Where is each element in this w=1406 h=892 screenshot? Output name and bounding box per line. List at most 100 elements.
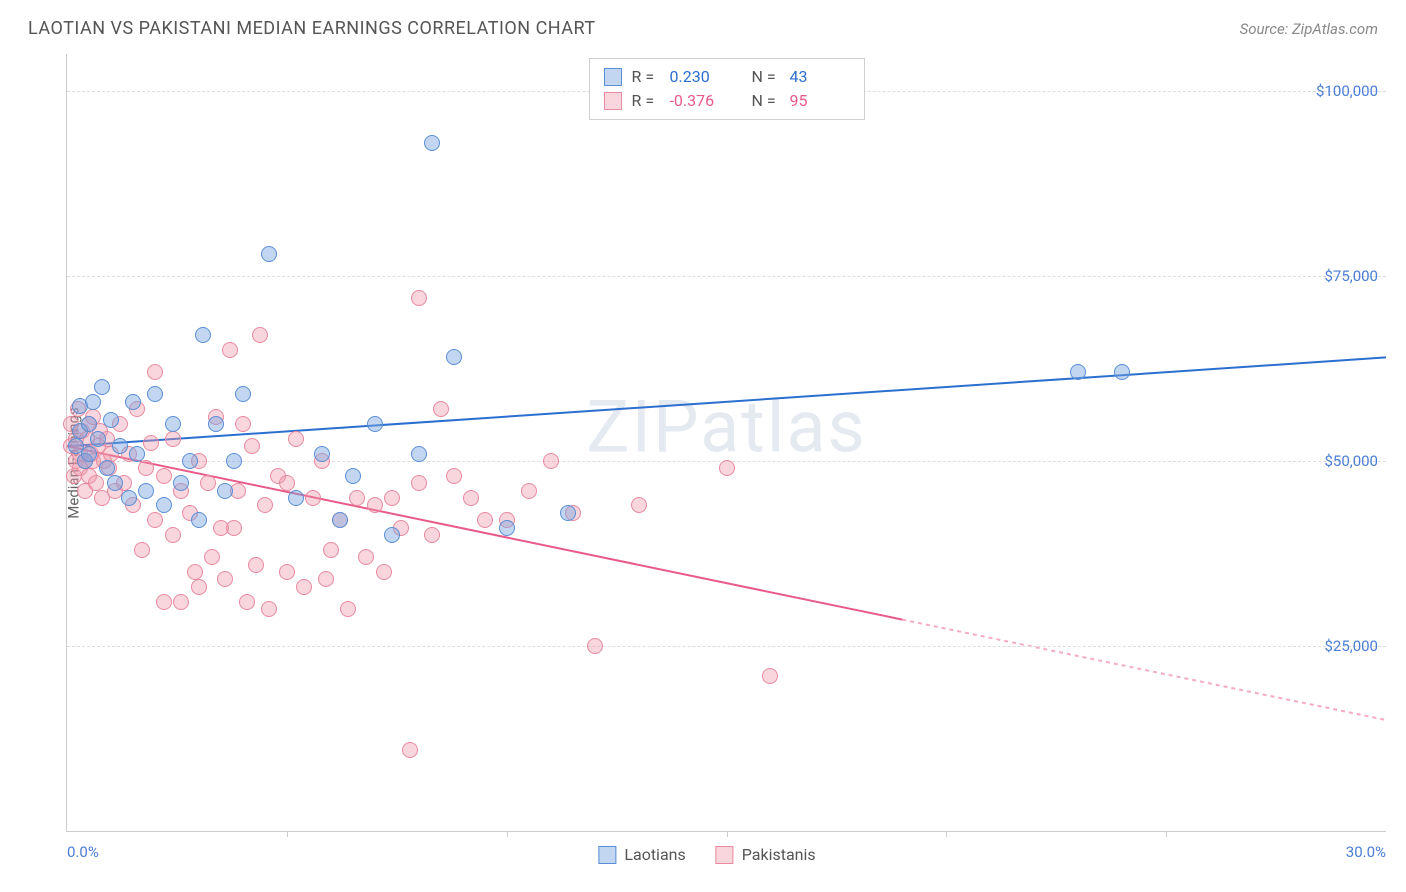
data-point-a [94, 379, 110, 395]
data-point-a [121, 490, 137, 506]
source-label: Source: ZipAtlas.com [1240, 20, 1378, 38]
data-point-a [261, 246, 277, 262]
data-point-a [314, 446, 330, 462]
data-point-b [288, 431, 304, 447]
data-point-a [226, 453, 242, 469]
n-value-b: 95 [790, 89, 850, 113]
series-label-a: Laotians [624, 845, 685, 864]
x-tick [507, 831, 508, 837]
data-point-a [173, 475, 189, 491]
watermark: ZIPatlas [586, 384, 866, 469]
swatch-b [716, 846, 734, 864]
data-point-b [222, 342, 238, 358]
data-point-b [521, 483, 537, 499]
data-point-a [235, 386, 251, 402]
data-point-b [257, 497, 273, 513]
data-point-a [217, 483, 233, 499]
y-tick-label: $75,000 [1324, 267, 1378, 285]
data-point-b [446, 468, 462, 484]
data-point-a [560, 505, 576, 521]
data-point-b [165, 431, 181, 447]
data-point-a [129, 446, 145, 462]
data-point-a [195, 327, 211, 343]
swatch-a [598, 846, 616, 864]
data-point-a [165, 416, 181, 432]
data-point-b [88, 475, 104, 491]
data-point-a [85, 394, 101, 410]
chart-area: Median Earnings ZIPatlas R = 0.230 N = 4… [28, 54, 1386, 872]
data-point-b [318, 571, 334, 587]
data-point-b [134, 542, 150, 558]
data-point-b [358, 549, 374, 565]
data-point-b [433, 401, 449, 417]
data-point-b [261, 601, 277, 617]
data-point-a [367, 416, 383, 432]
data-point-a [411, 446, 427, 462]
data-point-b [543, 453, 559, 469]
x-tick [727, 831, 728, 837]
trend-lines [67, 54, 1386, 831]
data-point-b [191, 579, 207, 595]
data-point-a [107, 475, 123, 491]
gridline [67, 646, 1386, 647]
data-point-a [90, 431, 106, 447]
data-point-b [156, 594, 172, 610]
data-point-a [99, 460, 115, 476]
legend-row-a: R = 0.230 N = 43 [604, 65, 850, 89]
data-point-b [296, 579, 312, 595]
data-point-b [165, 527, 181, 543]
legend-item-a: Laotians [598, 845, 685, 864]
data-point-b [323, 542, 339, 558]
data-point-a [147, 386, 163, 402]
legend-item-b: Pakistanis [716, 845, 816, 864]
data-point-a [1114, 364, 1130, 380]
series-legend: Laotians Pakistanis [598, 845, 815, 864]
data-point-b [376, 564, 392, 580]
data-point-a [112, 438, 128, 454]
data-point-b [226, 520, 242, 536]
data-point-b [587, 638, 603, 654]
x-tick [946, 831, 947, 837]
data-point-b [477, 512, 493, 528]
data-point-b [424, 527, 440, 543]
data-point-b [138, 460, 154, 476]
data-point-b [173, 594, 189, 610]
data-point-a [103, 412, 119, 428]
data-point-b [235, 416, 251, 432]
data-point-b [340, 601, 356, 617]
correlation-legend: R = 0.230 N = 43 R = -0.376 N = 95 [589, 58, 865, 120]
data-point-a [81, 446, 97, 462]
data-point-b [252, 327, 268, 343]
y-tick-label: $50,000 [1324, 452, 1378, 470]
r-value-b: -0.376 [670, 89, 730, 113]
n-label: N = [752, 89, 780, 113]
data-point-a [345, 468, 361, 484]
data-point-a [208, 416, 224, 432]
data-point-b [305, 490, 321, 506]
data-point-a [499, 520, 515, 536]
data-point-a [191, 512, 207, 528]
data-point-b [279, 475, 295, 491]
data-point-b [143, 435, 159, 451]
data-point-b [217, 571, 233, 587]
r-label: R = [632, 89, 660, 113]
data-point-a [424, 135, 440, 151]
data-point-b [384, 490, 400, 506]
data-point-b [147, 364, 163, 380]
x-min-label: 0.0% [67, 843, 99, 861]
data-point-b [239, 594, 255, 610]
data-point-b [279, 564, 295, 580]
x-tick [1166, 831, 1167, 837]
data-point-b [463, 490, 479, 506]
r-label: R = [632, 65, 660, 89]
data-point-b [156, 468, 172, 484]
data-point-a [138, 483, 154, 499]
data-point-a [81, 416, 97, 432]
y-tick-label: $100,000 [1316, 82, 1378, 100]
data-point-a [125, 394, 141, 410]
swatch-b [604, 92, 622, 110]
legend-row-b: R = -0.376 N = 95 [604, 89, 850, 113]
data-point-a [156, 497, 172, 513]
data-point-b [248, 557, 264, 573]
n-value-a: 43 [790, 65, 850, 89]
